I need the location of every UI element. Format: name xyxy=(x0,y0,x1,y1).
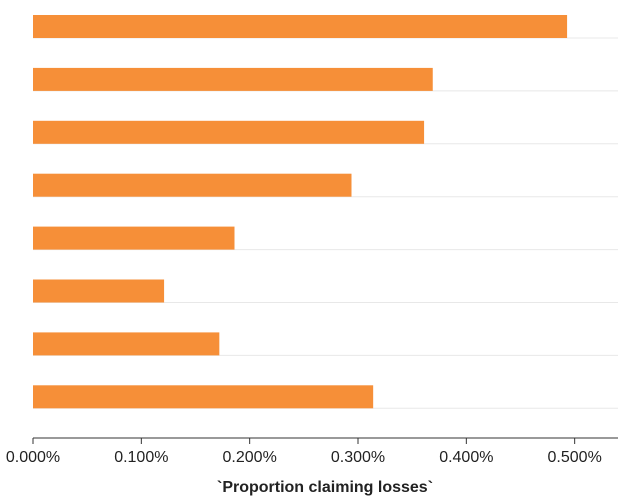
bar xyxy=(33,226,235,250)
bar xyxy=(33,385,374,409)
x-tick-label: 0.500% xyxy=(548,449,602,466)
bar xyxy=(33,332,220,356)
bar xyxy=(33,67,433,91)
bars xyxy=(33,15,568,409)
x-tick-label: 0.000% xyxy=(6,449,60,466)
x-axis-title: `Proportion claiming losses` xyxy=(217,479,433,496)
x-tick-label: 0.300% xyxy=(331,449,385,466)
bar xyxy=(33,15,568,38)
x-tick-label: 0.400% xyxy=(439,449,493,466)
x-tick-label: 0.100% xyxy=(114,449,168,466)
x-axis-ticks: 0.000% 0.100% 0.200% 0.300% 0.400% 0.500% xyxy=(6,438,602,466)
bar xyxy=(33,279,165,303)
x-tick-label: 0.200% xyxy=(223,449,277,466)
bar xyxy=(33,173,352,197)
bar xyxy=(33,120,425,144)
